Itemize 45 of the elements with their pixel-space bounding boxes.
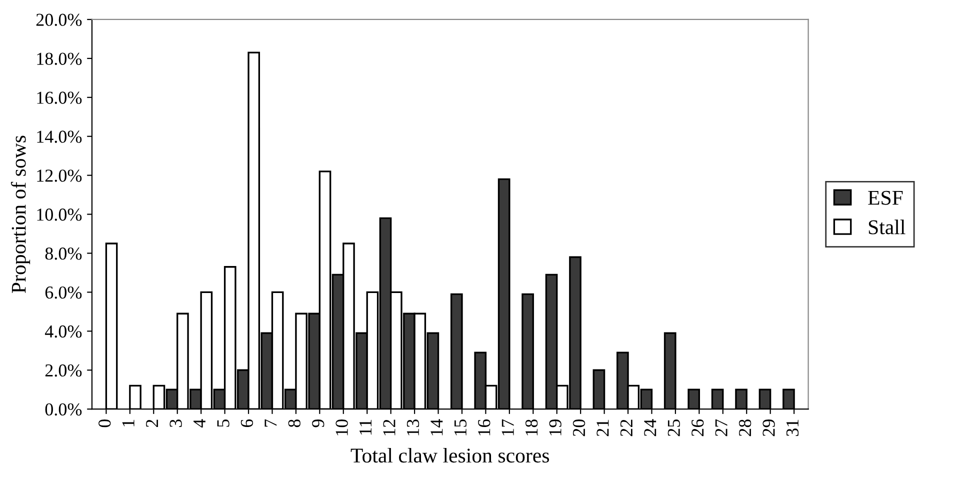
x-tick-label: 6	[240, 419, 254, 428]
x-tick-label: 17	[502, 419, 514, 436]
y-tick-label: 4.0%	[44, 325, 82, 338]
x-tick-label: 25	[668, 420, 680, 436]
y-tick-label: 14.0%	[37, 130, 82, 143]
y-axis-title: Proportion of sows	[10, 136, 30, 293]
x-tick-label: 18	[525, 419, 538, 436]
x-tick-label: 3	[170, 420, 182, 427]
x-tick-label: 27	[715, 419, 728, 436]
x-tick-label: 8	[288, 419, 300, 428]
x-tick-label: 21	[596, 420, 609, 436]
x-tick-label: 13	[406, 420, 420, 436]
x-tick-label: 29	[762, 420, 775, 436]
y-tick-label: 20.0%	[36, 14, 82, 26]
x-tick-label: 7	[264, 419, 277, 427]
x-tick-label: 28	[738, 419, 752, 436]
y-tick-label: 8.0%	[45, 247, 82, 260]
x-tick-label: 1	[122, 420, 134, 426]
y-tick-label: 18.0%	[37, 52, 82, 65]
legend-label: Stall	[868, 220, 906, 234]
x-tick-label: 9	[312, 420, 324, 428]
x-tick-label: 15	[454, 420, 466, 436]
x-tick-label: 19	[549, 420, 562, 436]
x-tick-label: 4	[194, 419, 206, 428]
y-tick-label: 0.0%	[45, 403, 82, 416]
x-tick-label: 16	[478, 419, 490, 436]
x-tick-label: 0	[98, 419, 111, 428]
y-tick-label: 16.0%	[37, 92, 82, 104]
x-tick-label: 24	[644, 419, 656, 436]
x-tick-label: 5	[217, 420, 230, 427]
x-tick-label: 20	[572, 419, 586, 436]
legend-label: ESF	[868, 190, 903, 205]
x-tick-label: 12	[383, 420, 396, 436]
x-tick-label: 11	[360, 420, 372, 435]
x-axis-title: Total claw lesion scores	[350, 448, 550, 463]
x-tick-label: 22	[620, 420, 632, 436]
x-tick-label: 26	[692, 419, 704, 436]
x-tick-label: 31	[786, 420, 799, 436]
y-tick-label: 10.0%	[37, 208, 82, 221]
y-tick-label: 12.0%	[37, 170, 82, 182]
x-tick-label: 10	[336, 419, 348, 436]
x-tick-label: 14	[430, 419, 443, 436]
y-tick-label: 6.0%	[45, 286, 82, 299]
x-tick-label: 2	[146, 420, 158, 428]
y-tick-label: 2.0%	[45, 364, 82, 377]
